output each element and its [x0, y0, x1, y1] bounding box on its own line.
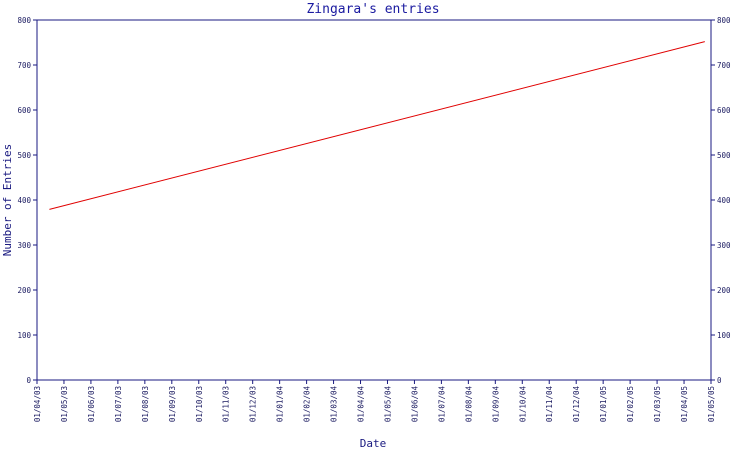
y-axis-right: 0 100 200 300 400 500 600 700 800 — [711, 16, 731, 385]
x-tick-label: 01/05/03 — [60, 386, 69, 422]
y-tick-label-right: 700 — [717, 61, 731, 70]
y-tick-label-left: 400 — [17, 196, 31, 205]
x-tick-label: 01/03/05 — [653, 386, 662, 422]
x-tick-label: 01/01/05 — [599, 386, 608, 422]
x-tick-label: 01/06/04 — [410, 386, 419, 423]
x-tick-label: 01/08/03 — [141, 386, 150, 422]
x-tick-label: 01/04/05 — [680, 386, 689, 422]
x-tick-label: 01/06/03 — [87, 386, 96, 422]
series-layer — [49, 41, 705, 210]
y-axis-left: 0 100 200 300 400 500 600 700 800 — [17, 16, 37, 385]
x-tick-label: 01/04/03 — [33, 386, 42, 422]
y-tick-label-right: 100 — [717, 331, 731, 340]
x-axis: 01/04/03 01/05/03 01/06/03 01/07/03 01/08/03… — [33, 380, 716, 422]
plot-area — [36, 19, 712, 381]
y-tick-label-left: 200 — [17, 286, 31, 295]
x-tick-label: 01/10/03 — [195, 386, 204, 422]
x-tick-label: 01/12/03 — [249, 386, 258, 422]
y-tick-label-right: 400 — [717, 196, 731, 205]
y-tick-label-left: 100 — [17, 331, 31, 340]
x-tick-label: 01/08/04 — [464, 386, 473, 423]
x-tick-label: 01/05/04 — [383, 386, 392, 423]
x-tick-label: 01/05/05 — [707, 386, 716, 422]
x-tick-label: 01/01/04 — [276, 386, 285, 423]
y-tick-label-left: 600 — [17, 106, 31, 115]
x-axis-title: Date — [360, 437, 387, 450]
y-tick-label-right: 0 — [717, 376, 722, 385]
series-line — [49, 41, 705, 210]
x-tick-label: 01/03/04 — [330, 386, 339, 423]
y-tick-label-left: 0 — [26, 376, 31, 385]
y-tick-label-right: 600 — [717, 106, 731, 115]
chart-title: Zingara's entries — [306, 2, 439, 17]
x-tick-label: 01/04/04 — [357, 386, 366, 423]
x-tick-label: 01/02/04 — [303, 386, 312, 423]
x-tick-label: 01/11/04 — [545, 386, 554, 423]
y-tick-label-right: 500 — [717, 151, 731, 160]
x-tick-label: 01/10/04 — [518, 386, 527, 423]
y-tick-label-right: 800 — [717, 16, 731, 25]
x-tick-label: 01/11/03 — [222, 386, 231, 422]
x-tick-label: 01/07/04 — [437, 386, 446, 423]
y-axis-title: Number of Entries — [1, 144, 14, 257]
y-tick-label-right: 300 — [717, 241, 731, 250]
y-tick-label-left: 800 — [17, 16, 31, 25]
y-tick-label-left: 700 — [17, 61, 31, 70]
x-tick-label: 01/09/04 — [491, 386, 500, 423]
x-tick-label: 01/07/03 — [114, 386, 123, 422]
y-tick-label-left: 500 — [17, 151, 31, 160]
y-tick-label-right: 200 — [717, 286, 731, 295]
x-tick-label: 01/02/05 — [626, 386, 635, 422]
x-tick-label: 01/12/04 — [572, 386, 581, 423]
x-tick-label: 01/09/03 — [168, 386, 177, 422]
y-tick-label-left: 300 — [17, 241, 31, 250]
